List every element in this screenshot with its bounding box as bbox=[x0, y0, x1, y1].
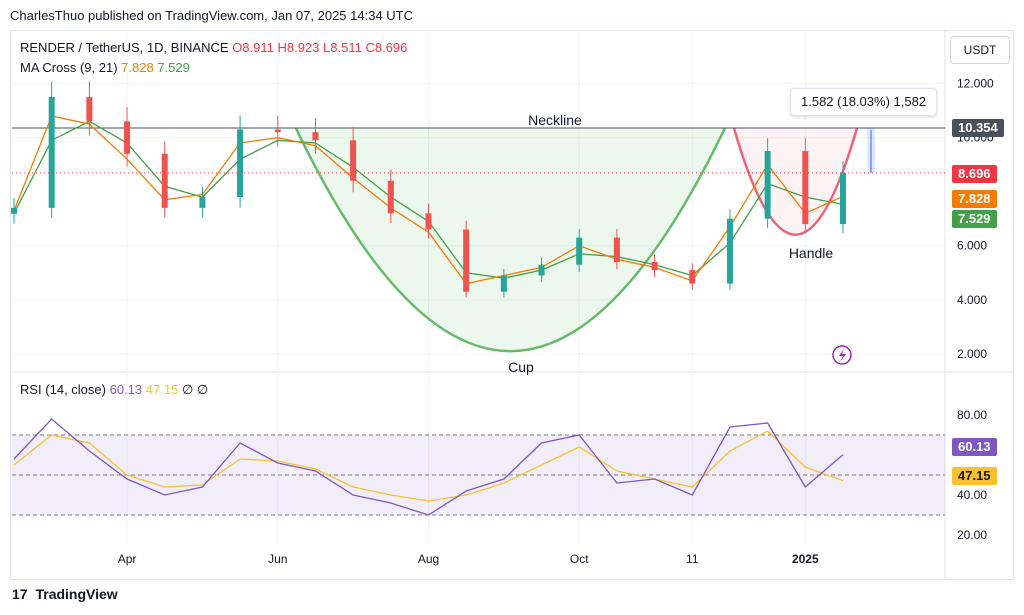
ma-legend[interactable]: MA Cross (9, 21) 7.828 7.529 bbox=[20, 60, 190, 75]
time-tick-label: Oct bbox=[570, 552, 589, 566]
candle-body bbox=[274, 129, 281, 133]
ma-fast-price-tag: 7.828 bbox=[952, 190, 997, 208]
ma-label: MA Cross (9, 21) bbox=[20, 60, 118, 75]
publish-info: CharlesThuo published on TradingView.com… bbox=[10, 8, 414, 23]
neckline-price-tag: 10.354 bbox=[952, 119, 1004, 137]
price-tick-label: 4.000 bbox=[957, 293, 987, 307]
candle-body bbox=[500, 275, 507, 292]
rsi-ma-tag: 47.15 bbox=[952, 467, 997, 485]
rsi-value-tag: 60.13 bbox=[952, 438, 997, 456]
chart-frame bbox=[10, 30, 1014, 580]
ohlc-open: O8.911 bbox=[232, 40, 274, 55]
candle-body bbox=[350, 140, 357, 181]
rsi-tick-label: 80.00 bbox=[957, 408, 987, 422]
lightning-bolt bbox=[839, 349, 846, 362]
cup-label: Cup bbox=[508, 359, 534, 375]
symbol-legend: RENDER / TetherUS, 1D, BINANCE O8.911 H8… bbox=[20, 40, 407, 55]
candle-body bbox=[86, 97, 93, 122]
candle-body bbox=[425, 213, 432, 230]
rsi-line bbox=[13, 418, 844, 516]
rsi-null-1: ∅ bbox=[181, 382, 194, 397]
cup-curve bbox=[294, 127, 727, 353]
time-tick-label: Apr bbox=[118, 552, 137, 566]
symbol-name[interactable]: RENDER / TetherUS, 1D, BINANCE bbox=[20, 40, 229, 55]
cup-fill bbox=[295, 128, 725, 352]
rsi-tick-label: 20.00 bbox=[957, 528, 987, 542]
brand-name: TradingView bbox=[35, 586, 118, 602]
measure-label: 1.582 (18.03%) 1,582 bbox=[790, 88, 938, 116]
ohlc-close: C8.696 bbox=[365, 40, 408, 55]
rsi-null-2: ∅ bbox=[196, 382, 209, 397]
price-tick-label: 12.000 bbox=[957, 77, 994, 91]
price-tick-label: 6.000 bbox=[957, 239, 987, 253]
price-tick-label: 2.000 bbox=[957, 347, 987, 361]
candle-body bbox=[576, 237, 583, 265]
handle-label: Handle bbox=[789, 245, 834, 261]
rsi-ma-line bbox=[13, 430, 844, 502]
candle-body bbox=[124, 121, 131, 154]
ma-fast-value: 7.828 bbox=[121, 60, 154, 75]
candle-body bbox=[11, 207, 17, 214]
rsi-ma-value: 47.15 bbox=[145, 382, 179, 397]
time-tick-label: 11 bbox=[686, 552, 699, 566]
ohlc-low: L8.511 bbox=[323, 40, 362, 55]
rsi-legend[interactable]: RSI (14, close) 60.13 47.15 ∅ ∅ bbox=[20, 382, 208, 398]
footer-brand[interactable]: 17 TradingView bbox=[12, 586, 118, 602]
candle-body bbox=[387, 180, 394, 214]
neckline-label: Neckline bbox=[528, 112, 582, 128]
candle-body bbox=[48, 97, 55, 208]
candle-body bbox=[613, 237, 620, 262]
candle-body bbox=[651, 261, 658, 271]
last-price-tag: 8.696 bbox=[952, 165, 997, 183]
time-tick-label: 2025 bbox=[792, 552, 819, 566]
ma-slow-price-tag: 7.529 bbox=[952, 210, 997, 228]
candle-body bbox=[199, 197, 206, 208]
ma-slow-value: 7.529 bbox=[157, 60, 190, 75]
candle-body bbox=[802, 151, 809, 225]
lightning-icon bbox=[832, 345, 852, 365]
time-tick-label: Jun bbox=[268, 552, 287, 566]
candle-body bbox=[538, 264, 545, 276]
candle-body bbox=[463, 229, 470, 292]
candle-body bbox=[726, 218, 733, 284]
candle-body bbox=[161, 153, 168, 208]
candle-body bbox=[237, 129, 244, 198]
rsi-value: 60.13 bbox=[109, 382, 143, 397]
tradingview-logo: 17 bbox=[12, 586, 28, 602]
rsi-tick-label: 40.00 bbox=[957, 488, 987, 502]
time-tick-label: Aug bbox=[418, 552, 439, 566]
currency-button[interactable]: USDT bbox=[950, 36, 1010, 64]
candle-body bbox=[840, 172, 846, 225]
candle-body bbox=[312, 132, 319, 141]
candle-body bbox=[764, 151, 771, 219]
rsi-label: RSI (14, close) bbox=[20, 382, 106, 397]
candle-body bbox=[689, 270, 696, 284]
ohlc-high: H8.923 bbox=[277, 40, 320, 55]
